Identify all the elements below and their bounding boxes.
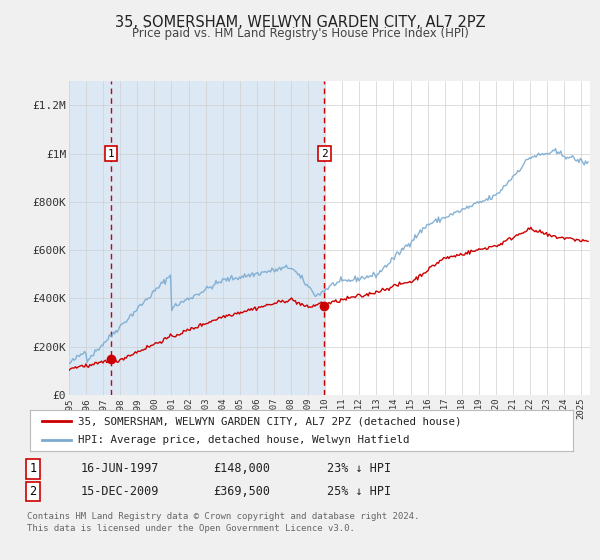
Text: 1: 1: [29, 462, 37, 475]
Text: 15-DEC-2009: 15-DEC-2009: [81, 485, 160, 498]
Text: HPI: Average price, detached house, Welwyn Hatfield: HPI: Average price, detached house, Welw…: [78, 435, 409, 445]
Text: 23% ↓ HPI: 23% ↓ HPI: [327, 462, 391, 475]
Text: 35, SOMERSHAM, WELWYN GARDEN CITY, AL7 2PZ (detached house): 35, SOMERSHAM, WELWYN GARDEN CITY, AL7 2…: [78, 417, 461, 426]
Text: £148,000: £148,000: [213, 462, 270, 475]
Text: Contains HM Land Registry data © Crown copyright and database right 2024.: Contains HM Land Registry data © Crown c…: [27, 512, 419, 521]
Text: 16-JUN-1997: 16-JUN-1997: [81, 462, 160, 475]
Text: 1: 1: [107, 148, 115, 158]
Text: 2: 2: [29, 485, 37, 498]
Bar: [69, 81, 325, 395]
Text: Price paid vs. HM Land Registry's House Price Index (HPI): Price paid vs. HM Land Registry's House …: [131, 27, 469, 40]
Text: £369,500: £369,500: [213, 485, 270, 498]
Text: 25% ↓ HPI: 25% ↓ HPI: [327, 485, 391, 498]
Text: 35, SOMERSHAM, WELWYN GARDEN CITY, AL7 2PZ: 35, SOMERSHAM, WELWYN GARDEN CITY, AL7 2…: [115, 15, 485, 30]
Text: This data is licensed under the Open Government Licence v3.0.: This data is licensed under the Open Gov…: [27, 524, 355, 533]
Text: 2: 2: [321, 148, 328, 158]
